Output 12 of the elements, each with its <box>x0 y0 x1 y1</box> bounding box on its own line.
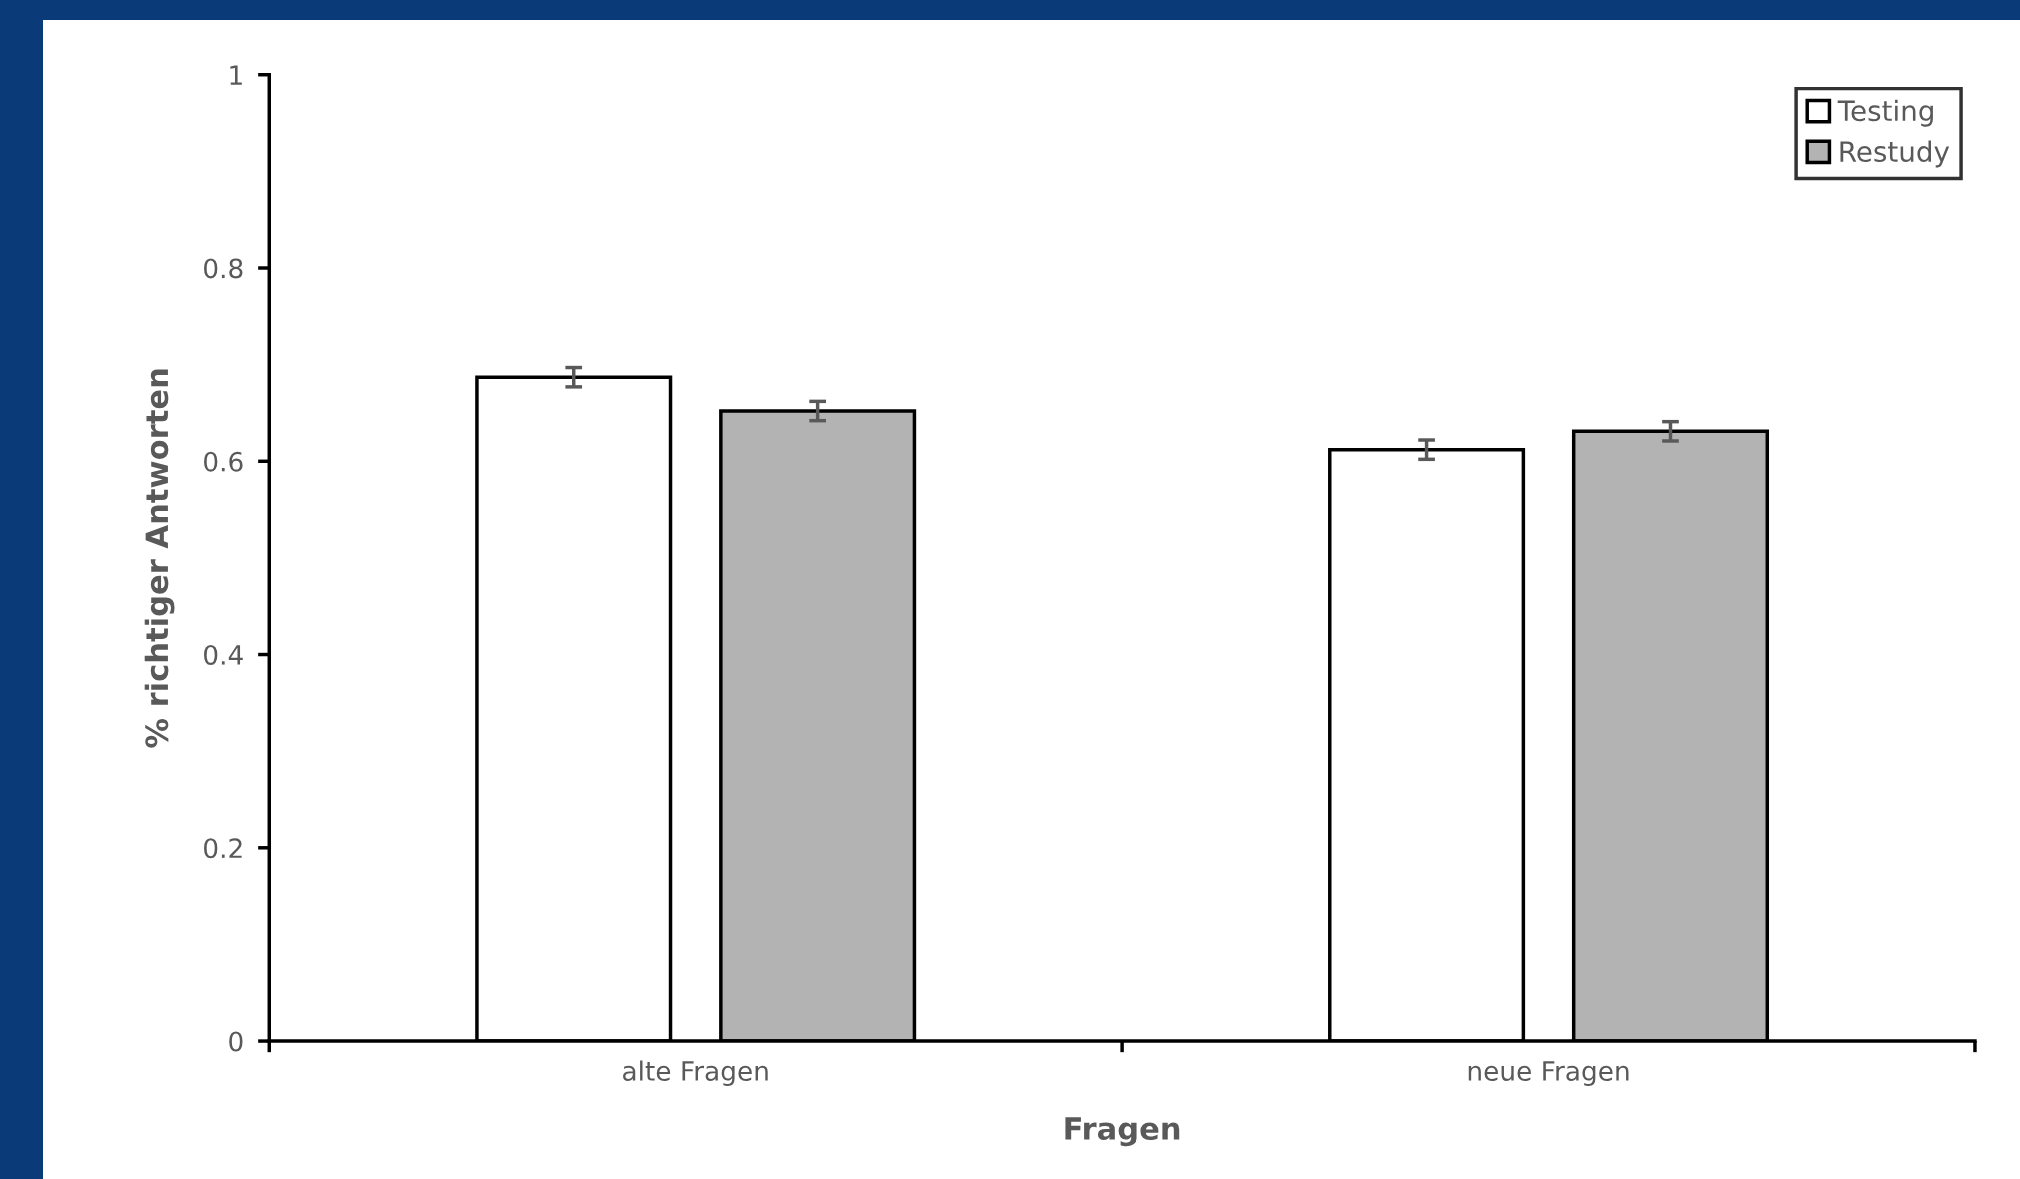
y-tick-label: 0.8 <box>204 258 243 279</box>
x-axis-title: Fragen <box>1065 1117 1180 1147</box>
x-tick-label: alte Fragen <box>623 1060 768 1087</box>
y-tick-label: 0.6 <box>204 451 243 472</box>
y-axis-title: % richtiger Antworten <box>144 369 175 748</box>
y-tick-label: 0.4 <box>204 644 243 665</box>
y-tick-label: 1 <box>230 65 242 85</box>
y-tick-label: 0 <box>229 1031 243 1052</box>
legend-label: Testing <box>1837 99 1933 127</box>
x-tick-label: neue Fragen <box>1468 1061 1629 1087</box>
legend-label: Restudy <box>1840 140 1950 168</box>
y-tick-label: 0.2 <box>204 838 242 859</box>
